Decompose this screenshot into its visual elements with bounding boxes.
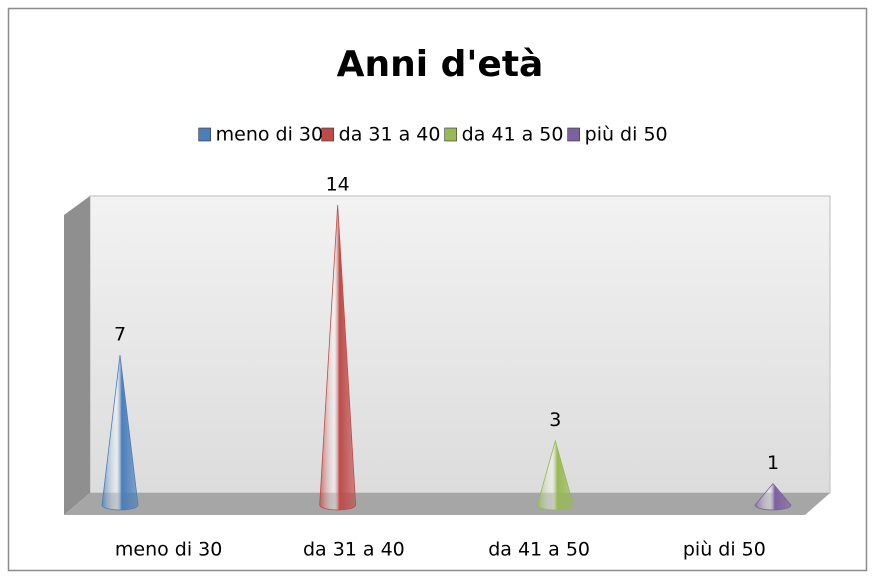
legend-swatch: [321, 127, 334, 142]
legend: meno di 30 da 31 a 40 da 41 a 50 più di 50: [198, 124, 668, 146]
back-wall: [89, 195, 831, 494]
cone-body: [101, 354, 139, 511]
side-wall: [64, 196, 90, 515]
cone: [536, 439, 574, 511]
plot: 7 meno di 30 14 da 31 a 40 3 da 41 a 50 1 più d…: [101, 174, 792, 561]
x-tick-label: più di 50: [683, 539, 766, 561]
x-tick-label: da 41 a 50: [488, 539, 590, 561]
legend-label: da 31 a 40: [339, 124, 441, 146]
cone: [319, 204, 357, 511]
data-label: 1: [767, 452, 779, 474]
legend-label: da 41 a 50: [462, 124, 564, 146]
data-label: 14: [326, 174, 350, 196]
legend-label: più di 50: [585, 124, 668, 146]
legend-label: meno di 30: [216, 124, 323, 146]
x-tick-label: meno di 30: [115, 539, 222, 561]
floor: [64, 493, 830, 515]
cone-body: [319, 204, 357, 511]
cone: [101, 354, 139, 511]
cone-body: [536, 439, 574, 511]
chart-title: Anni d'età: [337, 44, 544, 85]
cone: [754, 482, 792, 511]
legend-swatch: [444, 127, 457, 142]
x-tick-label: da 31 a 40: [303, 539, 405, 561]
data-label: 3: [549, 409, 561, 431]
legend-swatch: [567, 127, 580, 142]
cone-body: [754, 482, 792, 511]
data-label: 7: [114, 324, 126, 346]
legend-swatch: [198, 127, 211, 142]
